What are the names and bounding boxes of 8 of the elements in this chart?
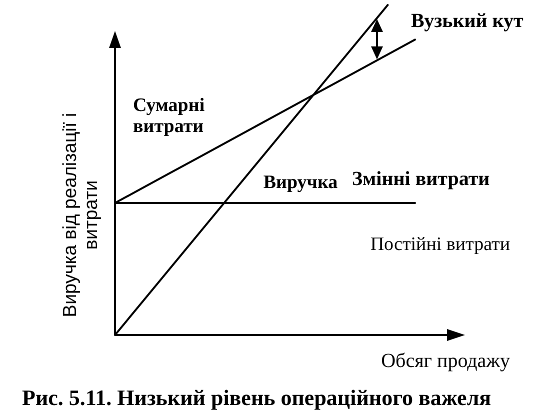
annotation: Змінні витрати (352, 168, 490, 190)
series-label: Сумарні витрати (133, 95, 205, 137)
text: Рис. 5.11. Низький рівень операційного важеля (22, 385, 492, 410)
series-label: Виручка (263, 172, 338, 193)
x-axis-title: Обсяг продажу (381, 350, 510, 372)
annotation: Вузький кут (411, 10, 524, 32)
series-label: Постійні витрати (370, 234, 510, 255)
y-axis-title: Виручка від реалізації і витрати (60, 112, 102, 318)
